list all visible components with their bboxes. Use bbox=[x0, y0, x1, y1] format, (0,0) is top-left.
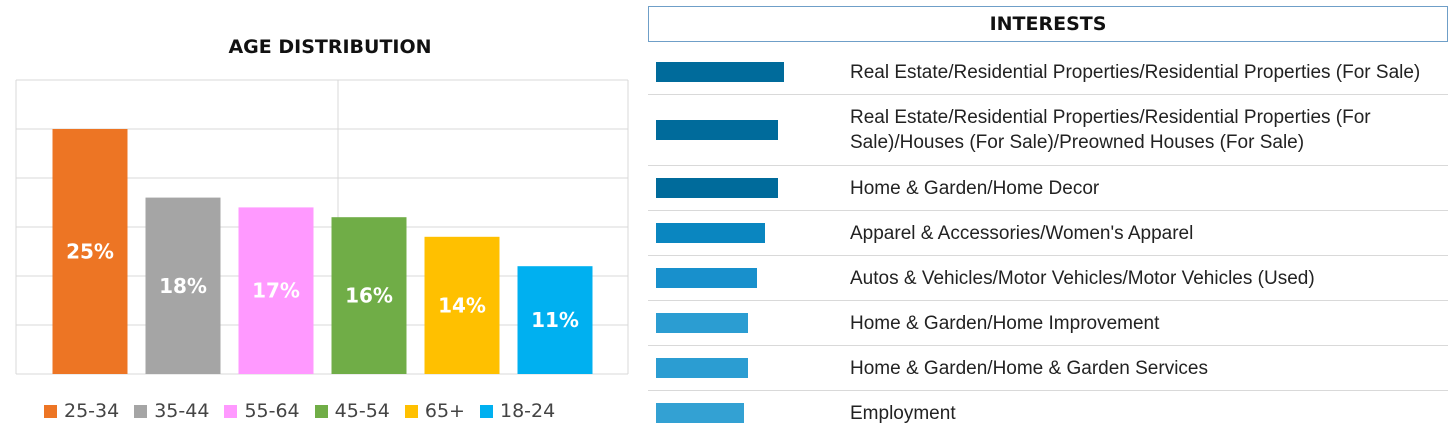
bar-35-44 bbox=[145, 197, 221, 374]
legend-swatch bbox=[44, 404, 57, 418]
interest-label: Home & Garden/Home Decor bbox=[850, 177, 1100, 199]
age-distribution-chart: AGE DISTRIBUTION 25% 18% 17% 16% 14% 11% 25-3… bbox=[0, 0, 640, 430]
interest-label: Real Estate/Residential Properties/Resid… bbox=[850, 107, 1371, 153]
table-row: Employment bbox=[648, 391, 1448, 435]
bar-18-24 bbox=[517, 266, 593, 374]
legend-item-35-44: 35-44 bbox=[134, 400, 209, 422]
table-row: Real Estate/Residential Properties/Resid… bbox=[648, 50, 1448, 95]
data-label-45-54: 16% bbox=[345, 284, 393, 308]
legend-swatch bbox=[314, 404, 328, 418]
legend-swatch bbox=[479, 404, 493, 418]
legend-swatch bbox=[134, 404, 148, 418]
bar-45-54 bbox=[331, 217, 407, 374]
table-row: Autos & Vehicles/Motor Vehicles/Motor Ve… bbox=[648, 256, 1448, 301]
legend-item-65+: 65+ bbox=[404, 400, 465, 422]
table-row: Apparel & Accessories/Women's Apparel bbox=[648, 211, 1448, 256]
interest-bar bbox=[656, 403, 745, 423]
legend-label: 25-34 bbox=[64, 400, 120, 422]
bar-25-34 bbox=[52, 129, 128, 374]
table-row: Home & Garden/Home Decor bbox=[648, 166, 1448, 211]
table-row: Real Estate/Residential Properties/Resid… bbox=[648, 95, 1448, 166]
interest-label: Home & Garden/Home & Garden Services bbox=[850, 357, 1208, 379]
interest-bar-track bbox=[656, 346, 806, 390]
legend-label: 18-24 bbox=[499, 400, 556, 422]
interests-rows: Real Estate/Residential Properties/Resid… bbox=[648, 50, 1448, 435]
interest-label: Employment bbox=[850, 402, 956, 424]
table-row: Home & Garden/Home & Garden Services bbox=[648, 346, 1448, 391]
bar-65+ bbox=[424, 236, 500, 374]
interest-bar bbox=[656, 313, 749, 333]
interest-bar-track bbox=[656, 301, 806, 345]
interest-label: Autos & Vehicles/Motor Vehicles/Motor Ve… bbox=[850, 267, 1315, 289]
legend-item-25-34: 25-34 bbox=[44, 400, 119, 422]
legend-label: 45-54 bbox=[334, 400, 390, 422]
legend-item-45-54: 45-54 bbox=[314, 400, 390, 422]
data-label-35-44: 18% bbox=[159, 274, 207, 298]
chart-title: AGE DISTRIBUTION bbox=[228, 36, 432, 58]
legend-swatch bbox=[224, 404, 238, 418]
data-label-55-64: 17% bbox=[252, 279, 300, 303]
interest-bar-track bbox=[656, 211, 806, 255]
legend-label: 65+ bbox=[424, 400, 465, 422]
interests-header: INTERESTS bbox=[648, 6, 1448, 42]
interest-bar-track bbox=[656, 391, 806, 435]
legend-swatch bbox=[404, 404, 418, 418]
interest-bar bbox=[656, 178, 778, 198]
interest-bar-track bbox=[656, 95, 806, 165]
data-label-18-24: 11% bbox=[531, 308, 579, 332]
interest-bar-track bbox=[656, 50, 806, 94]
legend-label: 55-64 bbox=[244, 400, 300, 422]
table-row: Home & Garden/Home Improvement bbox=[648, 301, 1448, 346]
legend-item-18-24: 18-24 bbox=[479, 400, 556, 422]
interest-label: Real Estate/Residential Properties/Resid… bbox=[850, 61, 1421, 83]
legend-item-55-64: 55-64 bbox=[224, 400, 300, 422]
interests-table: INTERESTS Real Estate/Residential Proper… bbox=[648, 6, 1448, 430]
legend-label: 35-44 bbox=[154, 400, 210, 422]
interest-bar bbox=[656, 358, 749, 378]
interest-bar bbox=[656, 268, 758, 288]
interest-bar-track bbox=[656, 256, 806, 300]
data-label-25-34: 25% bbox=[66, 240, 114, 264]
chart-legend: 25-34 35-44 55-64 45-54 65+ 18-24 bbox=[44, 398, 644, 424]
age-chart-plot: 25% 18% 17% 16% 14% 11% bbox=[15, 79, 629, 375]
interest-bar bbox=[656, 223, 765, 243]
interest-label: Home & Garden/Home Improvement bbox=[850, 312, 1160, 334]
interest-bar bbox=[656, 62, 784, 82]
interest-label: Apparel & Accessories/Women's Apparel bbox=[850, 222, 1194, 244]
interest-bar bbox=[656, 120, 778, 140]
bar-55-64 bbox=[238, 207, 314, 374]
interest-bar-track bbox=[656, 166, 806, 210]
data-label-65+: 14% bbox=[438, 293, 486, 317]
